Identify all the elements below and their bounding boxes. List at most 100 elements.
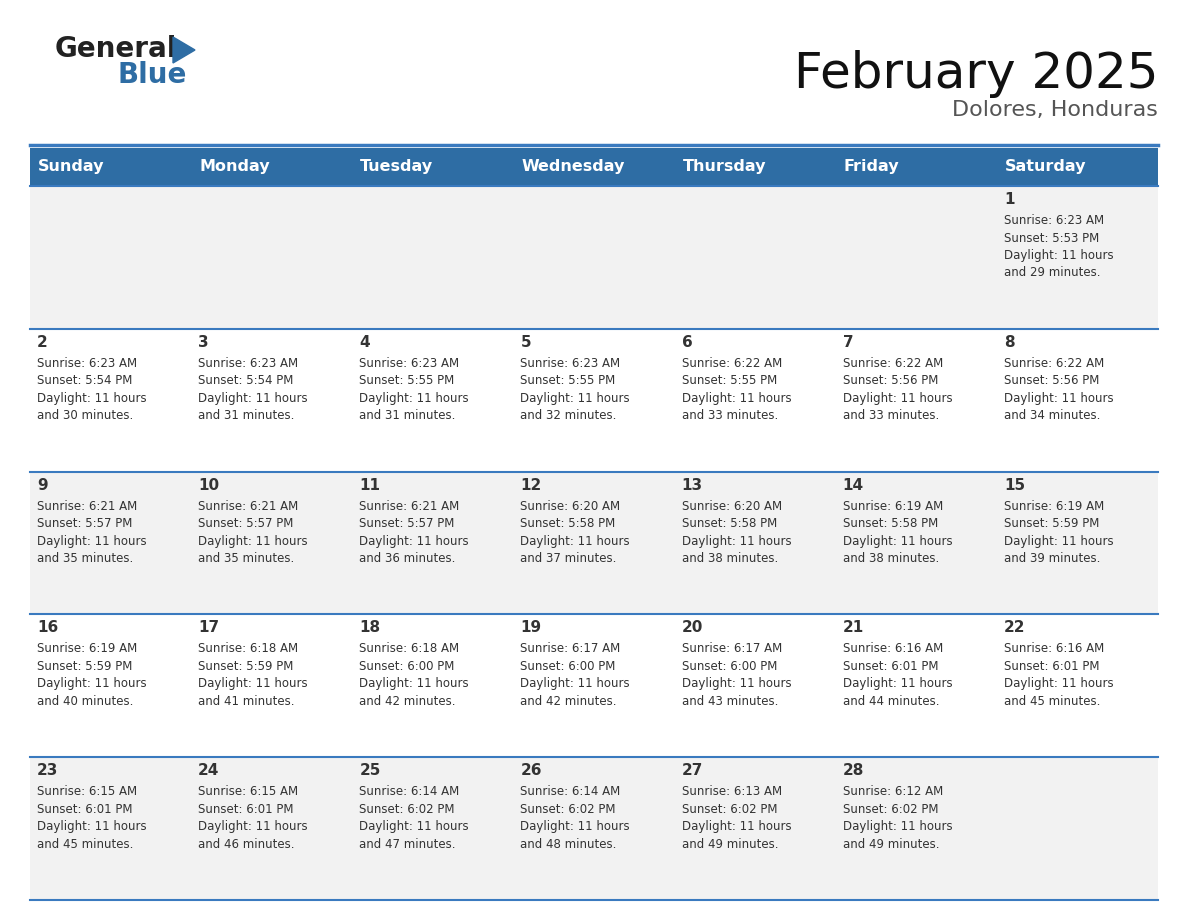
Text: Sunset: 6:01 PM: Sunset: 6:01 PM: [842, 660, 939, 673]
Text: Dolores, Honduras: Dolores, Honduras: [952, 100, 1158, 120]
Text: Sunrise: 6:23 AM: Sunrise: 6:23 AM: [37, 357, 137, 370]
Text: Daylight: 11 hours: Daylight: 11 hours: [1004, 392, 1113, 405]
Text: Daylight: 11 hours: Daylight: 11 hours: [37, 820, 146, 834]
Text: Daylight: 11 hours: Daylight: 11 hours: [842, 534, 953, 548]
Text: Sunrise: 6:23 AM: Sunrise: 6:23 AM: [520, 357, 620, 370]
Text: Sunrise: 6:20 AM: Sunrise: 6:20 AM: [682, 499, 782, 512]
Text: 16: 16: [37, 621, 58, 635]
Text: 11: 11: [359, 477, 380, 493]
Text: and 39 minutes.: and 39 minutes.: [1004, 552, 1100, 565]
Text: 7: 7: [842, 335, 853, 350]
Text: Sunset: 5:54 PM: Sunset: 5:54 PM: [198, 375, 293, 387]
Text: and 33 minutes.: and 33 minutes.: [682, 409, 778, 422]
Text: and 37 minutes.: and 37 minutes.: [520, 552, 617, 565]
Text: Blue: Blue: [116, 61, 187, 89]
Text: and 42 minutes.: and 42 minutes.: [520, 695, 617, 708]
Text: Sunday: Sunday: [38, 160, 105, 174]
Text: and 38 minutes.: and 38 minutes.: [842, 552, 939, 565]
Text: Daylight: 11 hours: Daylight: 11 hours: [359, 534, 469, 548]
Text: 19: 19: [520, 621, 542, 635]
Text: Sunrise: 6:23 AM: Sunrise: 6:23 AM: [359, 357, 460, 370]
Text: and 46 minutes.: and 46 minutes.: [198, 838, 295, 851]
Text: 26: 26: [520, 763, 542, 778]
Text: Daylight: 11 hours: Daylight: 11 hours: [520, 677, 630, 690]
Text: 23: 23: [37, 763, 58, 778]
Bar: [30, 186, 1158, 329]
Text: Daylight: 11 hours: Daylight: 11 hours: [842, 677, 953, 690]
Text: Daylight: 11 hours: Daylight: 11 hours: [359, 677, 469, 690]
Text: and 32 minutes.: and 32 minutes.: [520, 409, 617, 422]
Text: Sunset: 5:58 PM: Sunset: 5:58 PM: [842, 517, 939, 530]
Text: Sunset: 5:54 PM: Sunset: 5:54 PM: [37, 375, 132, 387]
Text: Daylight: 11 hours: Daylight: 11 hours: [359, 392, 469, 405]
Text: Tuesday: Tuesday: [360, 160, 434, 174]
Text: and 35 minutes.: and 35 minutes.: [37, 552, 133, 565]
Text: and 34 minutes.: and 34 minutes.: [1004, 409, 1100, 422]
Text: Sunrise: 6:21 AM: Sunrise: 6:21 AM: [198, 499, 298, 512]
Text: Sunset: 5:58 PM: Sunset: 5:58 PM: [682, 517, 777, 530]
Text: and 29 minutes.: and 29 minutes.: [1004, 266, 1100, 279]
Text: Daylight: 11 hours: Daylight: 11 hours: [520, 820, 630, 834]
Text: Sunset: 5:53 PM: Sunset: 5:53 PM: [1004, 231, 1099, 244]
Text: Sunrise: 6:15 AM: Sunrise: 6:15 AM: [37, 785, 137, 798]
Text: and 38 minutes.: and 38 minutes.: [682, 552, 778, 565]
Text: Wednesday: Wednesday: [522, 160, 625, 174]
Text: Sunset: 5:55 PM: Sunset: 5:55 PM: [359, 375, 455, 387]
Text: Sunset: 5:56 PM: Sunset: 5:56 PM: [1004, 375, 1099, 387]
Text: Sunrise: 6:22 AM: Sunrise: 6:22 AM: [1004, 357, 1104, 370]
Text: 27: 27: [682, 763, 703, 778]
Text: Daylight: 11 hours: Daylight: 11 hours: [520, 534, 630, 548]
Text: and 31 minutes.: and 31 minutes.: [359, 409, 456, 422]
Text: Daylight: 11 hours: Daylight: 11 hours: [682, 677, 791, 690]
Text: Sunset: 5:55 PM: Sunset: 5:55 PM: [682, 375, 777, 387]
Text: Daylight: 11 hours: Daylight: 11 hours: [37, 534, 146, 548]
Text: 17: 17: [198, 621, 220, 635]
Text: Sunset: 5:57 PM: Sunset: 5:57 PM: [37, 517, 132, 530]
Text: Sunrise: 6:23 AM: Sunrise: 6:23 AM: [1004, 214, 1104, 227]
Text: 6: 6: [682, 335, 693, 350]
Text: Sunrise: 6:16 AM: Sunrise: 6:16 AM: [1004, 643, 1104, 655]
Text: 28: 28: [842, 763, 864, 778]
Text: and 40 minutes.: and 40 minutes.: [37, 695, 133, 708]
Text: and 41 minutes.: and 41 minutes.: [198, 695, 295, 708]
Text: 24: 24: [198, 763, 220, 778]
Bar: [30, 472, 1158, 614]
Text: Sunrise: 6:16 AM: Sunrise: 6:16 AM: [842, 643, 943, 655]
Text: and 43 minutes.: and 43 minutes.: [682, 695, 778, 708]
Text: Sunset: 6:02 PM: Sunset: 6:02 PM: [520, 802, 615, 816]
Text: Sunset: 6:00 PM: Sunset: 6:00 PM: [682, 660, 777, 673]
Text: Sunset: 5:59 PM: Sunset: 5:59 PM: [37, 660, 132, 673]
Text: Sunset: 5:58 PM: Sunset: 5:58 PM: [520, 517, 615, 530]
Text: and 36 minutes.: and 36 minutes.: [359, 552, 456, 565]
Text: Daylight: 11 hours: Daylight: 11 hours: [842, 392, 953, 405]
Text: Sunrise: 6:19 AM: Sunrise: 6:19 AM: [37, 643, 138, 655]
Text: 15: 15: [1004, 477, 1025, 493]
Text: 5: 5: [520, 335, 531, 350]
Text: Sunrise: 6:22 AM: Sunrise: 6:22 AM: [682, 357, 782, 370]
Text: Daylight: 11 hours: Daylight: 11 hours: [198, 820, 308, 834]
Bar: [30, 757, 1158, 900]
Text: and 31 minutes.: and 31 minutes.: [198, 409, 295, 422]
Text: Daylight: 11 hours: Daylight: 11 hours: [1004, 677, 1113, 690]
Text: and 48 minutes.: and 48 minutes.: [520, 838, 617, 851]
Text: Daylight: 11 hours: Daylight: 11 hours: [198, 392, 308, 405]
Text: 18: 18: [359, 621, 380, 635]
Text: Sunrise: 6:19 AM: Sunrise: 6:19 AM: [842, 499, 943, 512]
Text: Sunrise: 6:14 AM: Sunrise: 6:14 AM: [359, 785, 460, 798]
Text: Sunrise: 6:20 AM: Sunrise: 6:20 AM: [520, 499, 620, 512]
Text: and 44 minutes.: and 44 minutes.: [842, 695, 940, 708]
Text: Sunset: 5:55 PM: Sunset: 5:55 PM: [520, 375, 615, 387]
Text: Sunset: 5:56 PM: Sunset: 5:56 PM: [842, 375, 939, 387]
Text: Sunset: 6:02 PM: Sunset: 6:02 PM: [682, 802, 777, 816]
Text: Sunrise: 6:12 AM: Sunrise: 6:12 AM: [842, 785, 943, 798]
Text: Sunset: 5:59 PM: Sunset: 5:59 PM: [198, 660, 293, 673]
Text: Daylight: 11 hours: Daylight: 11 hours: [1004, 249, 1113, 262]
Text: Daylight: 11 hours: Daylight: 11 hours: [682, 392, 791, 405]
Text: Sunrise: 6:15 AM: Sunrise: 6:15 AM: [198, 785, 298, 798]
Text: 10: 10: [198, 477, 220, 493]
Text: Friday: Friday: [843, 160, 899, 174]
Text: Sunrise: 6:18 AM: Sunrise: 6:18 AM: [198, 643, 298, 655]
Text: 8: 8: [1004, 335, 1015, 350]
Text: Daylight: 11 hours: Daylight: 11 hours: [37, 677, 146, 690]
Bar: [30, 148, 1158, 186]
